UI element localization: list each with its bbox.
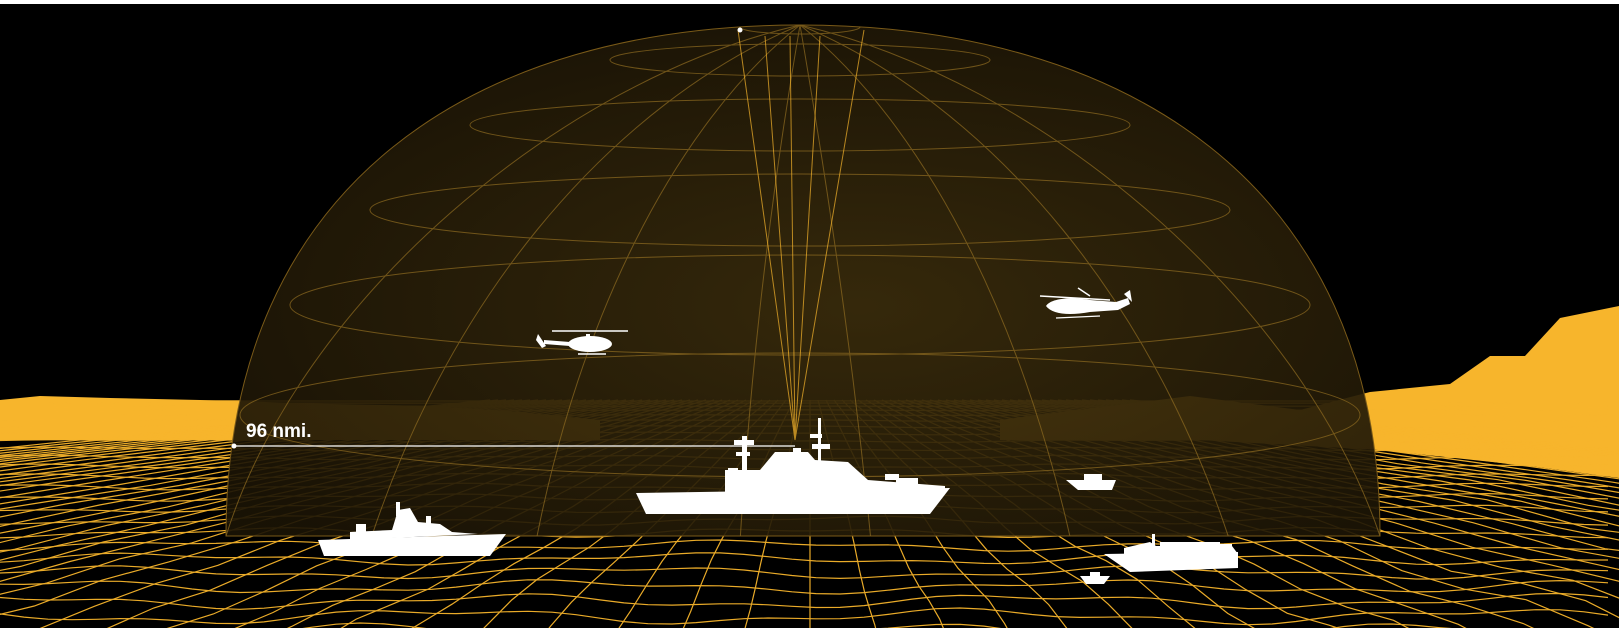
grid-line (1089, 399, 1619, 460)
grid-line (0, 579, 1609, 595)
grid-line (0, 399, 515, 457)
patrol-ship-icon (318, 502, 506, 556)
range-label: 96 nmi. (246, 421, 311, 442)
grid-line (0, 399, 531, 461)
grid-line (0, 399, 547, 465)
rib-boat-icon (1080, 572, 1110, 584)
grid-line (0, 399, 499, 452)
grid-line (1129, 399, 1619, 451)
frigate-icon (636, 418, 950, 514)
grid-line (0, 592, 1609, 610)
grid-line (1105, 399, 1619, 456)
grid-line (0, 399, 539, 462)
grid-line (1057, 399, 1619, 473)
radar-dome-icon (225, 24, 1381, 537)
light-helicopter-icon (536, 330, 628, 355)
grid-line (1113, 399, 1619, 454)
grid-line (0, 399, 523, 459)
grid-line (1081, 399, 1619, 463)
grid-line (1065, 399, 1619, 470)
grid-line (0, 399, 555, 468)
grid-line (1097, 399, 1619, 457)
grid-line (1121, 399, 1619, 453)
grid-line (0, 565, 1609, 580)
range-indicator (231, 443, 795, 449)
grid-line (0, 539, 1608, 552)
transport-helicopter-icon (1039, 287, 1132, 319)
cargo-ship-icon (1104, 534, 1238, 572)
grid-line (0, 607, 1609, 626)
grid-line (0, 552, 1608, 566)
grid-line (302, 622, 1453, 628)
grid-line (0, 399, 507, 454)
grid-line (1073, 399, 1619, 467)
fast-boat-icon (1066, 474, 1116, 490)
grid-line (0, 399, 491, 450)
